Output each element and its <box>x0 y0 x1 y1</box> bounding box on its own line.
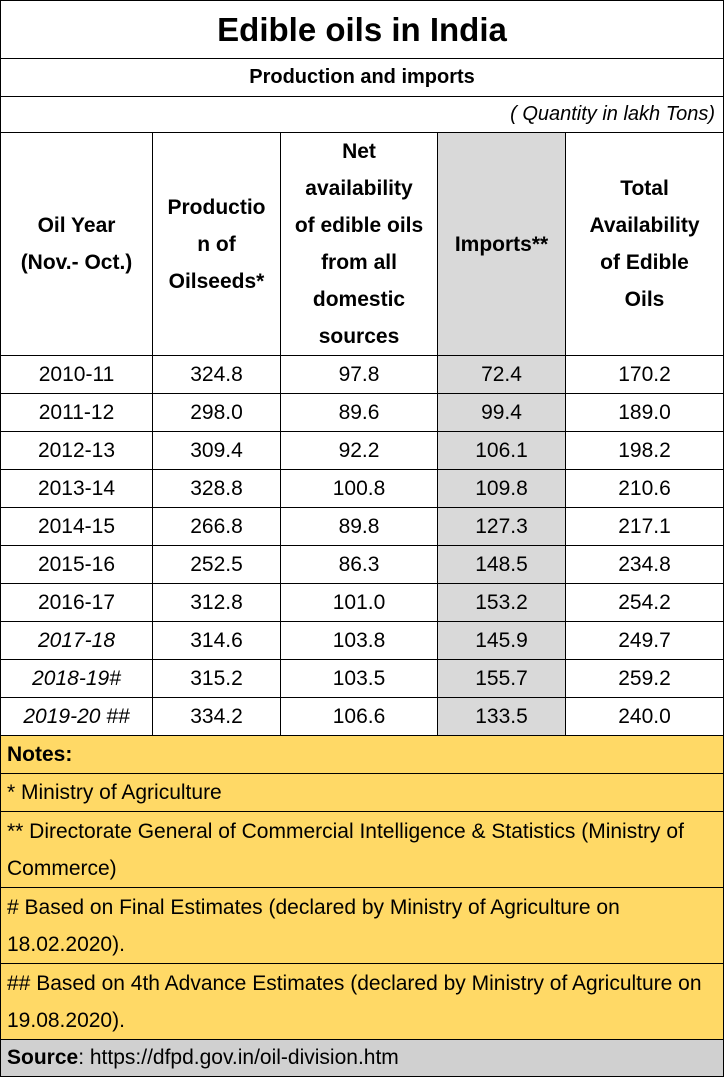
col-header-year: Oil Year (Nov.- Oct.) <box>0 132 153 356</box>
cell-imports: 127.3 <box>437 507 566 546</box>
cell-total: 254.2 <box>564 583 725 622</box>
table-row: 2015-16 252.5 86.3 148.5 234.8 <box>0 545 725 584</box>
col-header-imports: Imports** <box>437 132 566 356</box>
table-row: 2013-14 328.8 100.8 109.8 210.6 <box>0 469 725 508</box>
cell-imports: 145.9 <box>437 621 566 660</box>
cell-net: 103.5 <box>280 659 438 698</box>
note-advance-estimates: ## Based on 4th Advance Estimates (decla… <box>0 963 725 1040</box>
cell-imports: 133.5 <box>437 697 566 736</box>
cell-production: 312.8 <box>152 583 281 622</box>
cell-year: 2011-12 <box>0 393 153 432</box>
cell-production: 298.0 <box>152 393 281 432</box>
col-header-net-line4: from all <box>321 251 397 274</box>
col-header-production-line3: Oilseeds* <box>168 269 265 293</box>
notes-heading-row: Notes: <box>0 735 725 774</box>
note-row: ** Directorate General of Commercial Int… <box>0 811 725 888</box>
cell-net: 106.6 <box>280 697 438 736</box>
cell-imports: 72.4 <box>437 355 566 394</box>
cell-total: 198.2 <box>564 431 725 470</box>
source-label: Source <box>7 1046 79 1069</box>
table-row: 2018-19# 315.2 103.5 155.7 259.2 <box>0 659 725 698</box>
col-header-net-line5: domestic <box>312 288 406 311</box>
cell-total: 210.6 <box>564 469 725 508</box>
cell-imports: 99.4 <box>437 393 566 432</box>
table-row: 2017-18 314.6 103.8 145.9 249.7 <box>0 621 725 660</box>
source-row: Source: https://dfpd.gov.in/oil-division… <box>0 1039 725 1077</box>
col-header-year-line1: Oil Year <box>37 214 116 237</box>
col-header-net-line2: availability <box>305 177 413 200</box>
cell-imports: 106.1 <box>437 431 566 470</box>
cell-net: 101.0 <box>280 583 438 622</box>
col-header-year-line2: (Nov.- Oct.) <box>20 251 133 274</box>
col-header-production: Productio n of Oilseeds* <box>152 132 281 356</box>
col-header-net-line1: Net <box>342 140 376 163</box>
note-row: ## Based on 4th Advance Estimates (decla… <box>0 963 725 1040</box>
col-header-total-line1: Total <box>620 177 669 200</box>
cell-production: 314.6 <box>152 621 281 660</box>
table-subtitle: Production and imports <box>0 58 725 97</box>
cell-year: 2013-14 <box>0 469 153 508</box>
cell-year: 2016-17 <box>0 583 153 622</box>
units-note: ( Quantity in lakh Tons) <box>0 96 725 133</box>
table-row: 2011-12 298.0 89.6 99.4 189.0 <box>0 393 725 432</box>
cell-net: 89.6 <box>280 393 438 432</box>
cell-total: 240.0 <box>564 697 725 736</box>
table-row: 2019-20 ## 334.2 106.6 133.5 240.0 <box>0 697 725 736</box>
cell-total: 217.1 <box>564 507 725 546</box>
col-header-total-line4: Oils <box>624 288 665 311</box>
source-line: Source: https://dfpd.gov.in/oil-division… <box>0 1039 725 1077</box>
note-row: * Ministry of Agriculture <box>0 773 725 812</box>
cell-year: 2010-11 <box>0 355 153 394</box>
cell-production: 328.8 <box>152 469 281 508</box>
header-row: Oil Year (Nov.- Oct.) Productio n of Oil… <box>0 132 725 356</box>
cell-total: 170.2 <box>564 355 725 394</box>
col-header-total-line2: Availability <box>589 214 700 237</box>
cell-production: 334.2 <box>152 697 281 736</box>
col-header-net-availability: Net availability of edible oils from all… <box>280 132 438 356</box>
col-header-production-line1: Productio <box>167 195 266 219</box>
cell-production: 324.8 <box>152 355 281 394</box>
cell-total: 259.2 <box>564 659 725 698</box>
col-header-total-line3: of Edible <box>600 251 689 274</box>
cell-imports: 109.8 <box>437 469 566 508</box>
note-row: # Based on Final Estimates (declared by … <box>0 887 725 964</box>
cell-imports: 148.5 <box>437 545 566 584</box>
cell-total: 234.8 <box>564 545 725 584</box>
cell-year: 2015-16 <box>0 545 153 584</box>
cell-year: 2017-18 <box>0 621 153 660</box>
table-row: 2016-17 312.8 101.0 153.2 254.2 <box>0 583 725 622</box>
cell-net: 97.8 <box>280 355 438 394</box>
note-final-estimates: # Based on Final Estimates (declared by … <box>0 887 725 964</box>
cell-net: 86.3 <box>280 545 438 584</box>
cell-imports: 153.2 <box>437 583 566 622</box>
note-dgcis: ** Directorate General of Commercial Int… <box>0 811 725 888</box>
table-title: Edible oils in India <box>0 0 725 59</box>
cell-production: 266.8 <box>152 507 281 546</box>
cell-year: 2014-15 <box>0 507 153 546</box>
cell-year: 2019-20 ## <box>0 697 153 736</box>
cell-net: 92.2 <box>280 431 438 470</box>
col-header-total-availability: Total Availability of Edible Oils <box>564 132 725 356</box>
cell-year: 2012-13 <box>0 431 153 470</box>
cell-imports: 155.7 <box>437 659 566 698</box>
col-header-net-line6: sources <box>318 325 400 348</box>
table-row: 2014-15 266.8 89.8 127.3 217.1 <box>0 507 725 546</box>
source-url: : https://dfpd.gov.in/oil-division.htm <box>78 1046 399 1069</box>
notes-heading: Notes: <box>0 735 725 774</box>
cell-production: 309.4 <box>152 431 281 470</box>
cell-production: 315.2 <box>152 659 281 698</box>
cell-total: 189.0 <box>564 393 725 432</box>
cell-net: 103.8 <box>280 621 438 660</box>
col-header-net-line3: of edible oils <box>294 214 424 237</box>
cell-net: 100.8 <box>280 469 438 508</box>
cell-year: 2018-19# <box>0 659 153 698</box>
note-ministry-agriculture: * Ministry of Agriculture <box>0 773 725 812</box>
table-row: 2012-13 309.4 92.2 106.1 198.2 <box>0 431 725 470</box>
cell-total: 249.7 <box>564 621 725 660</box>
col-header-production-line2: n of <box>197 232 236 256</box>
cell-production: 252.5 <box>152 545 281 584</box>
cell-net: 89.8 <box>280 507 438 546</box>
table-row: 2010-11 324.8 97.8 72.4 170.2 <box>0 355 725 394</box>
